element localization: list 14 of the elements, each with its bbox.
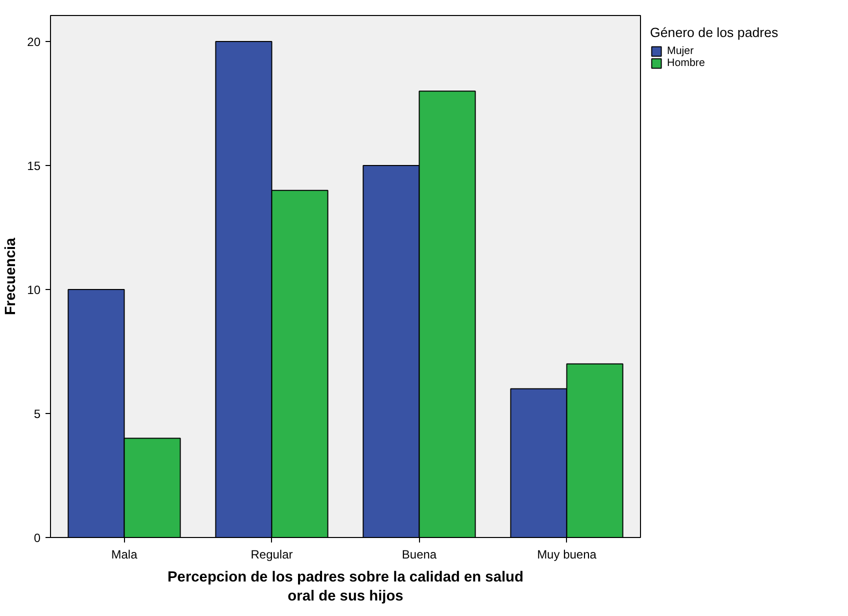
- legend-title: Género de los padres: [650, 25, 778, 40]
- x-tick-label: Muy buena: [537, 548, 597, 562]
- y-tick-label: 0: [34, 531, 41, 545]
- legend-label: Mujer: [667, 45, 694, 57]
- x-axis-title: Percepcion de los padres sobre la calidad en salud oral de sus hijos: [168, 570, 524, 605]
- y-tick-label: 10: [27, 283, 41, 298]
- x-tick-label: Regular: [250, 548, 293, 562]
- x-tick-label: Mala: [111, 548, 138, 562]
- y-tick-label: 20: [27, 35, 41, 50]
- y-axis-title: Frecuencia: [3, 236, 20, 316]
- legend-label: Hombre: [667, 57, 705, 69]
- x-tick-label: Buena: [402, 548, 437, 562]
- y-tick-label: 5: [34, 407, 41, 422]
- y-tick-label: 15: [27, 159, 41, 174]
